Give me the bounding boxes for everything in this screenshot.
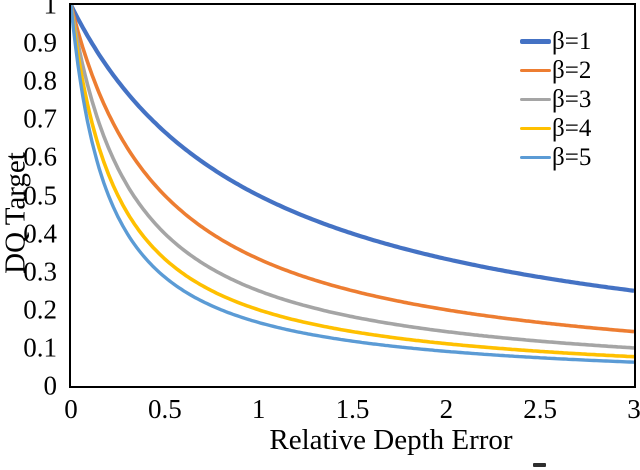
y-tick-label: 0.7 [23, 103, 57, 134]
y-tick-label: 0.9 [23, 27, 57, 58]
x-tick-label: 1.5 [335, 394, 370, 424]
legend-line-swatch [520, 97, 551, 102]
legend-item-beta-1: β=1 [520, 27, 591, 56]
x-axis-title: Relative Depth Error [269, 424, 513, 456]
series-line-beta-3 [71, 5, 634, 350]
legend-label: β=3 [552, 86, 592, 113]
x-tick-label: 1 [251, 394, 266, 424]
y-tick-label: 0.8 [23, 65, 57, 96]
series-line-beta-1 [71, 5, 634, 293]
legend-label: β=1 [552, 28, 592, 55]
y-tick-label: 0.3 [23, 256, 57, 287]
legend-line-swatch [520, 68, 551, 73]
x-tick-label: 0 [64, 394, 78, 424]
y-tick-label: 0.4 [23, 218, 57, 249]
legend-item-beta-4: β=4 [520, 114, 591, 143]
x-tick-label: 2 [439, 394, 454, 424]
plot-area: β=1 β=2 β=3 β=4 β=5 [69, 3, 636, 388]
series-line-beta-4 [71, 5, 634, 359]
x-tick-label: 2.5 [523, 394, 558, 424]
x-tick-label: 0.5 [147, 394, 182, 424]
curve-lines [71, 5, 634, 364]
legend-label: β=4 [552, 115, 592, 142]
y-tick-label: 0 [43, 370, 58, 401]
legend-item-beta-5: β=5 [520, 143, 591, 172]
cropped-caption-fragment [533, 463, 546, 467]
legend-item-beta-3: β=3 [520, 85, 591, 114]
series-line-beta-5 [71, 5, 634, 364]
legend: β=1 β=2 β=3 β=4 β=5 [520, 27, 591, 172]
legend-label: β=5 [552, 144, 592, 171]
series-line-beta-2 [71, 5, 634, 334]
y-tick-label: 0.2 [23, 294, 57, 325]
y-tick-label: 1 [43, 0, 58, 20]
y-tick-label: 0.5 [23, 180, 57, 210]
y-tick-label: 0.1 [23, 332, 57, 363]
legend-line-swatch [520, 155, 551, 160]
legend-line-swatch [520, 39, 551, 44]
legend-line-swatch [520, 126, 551, 131]
legend-item-beta-2: β=2 [520, 56, 591, 85]
y-tick-label: 0.6 [23, 141, 57, 172]
legend-label: β=2 [552, 57, 592, 84]
x-tick-label: 3 [627, 394, 640, 424]
